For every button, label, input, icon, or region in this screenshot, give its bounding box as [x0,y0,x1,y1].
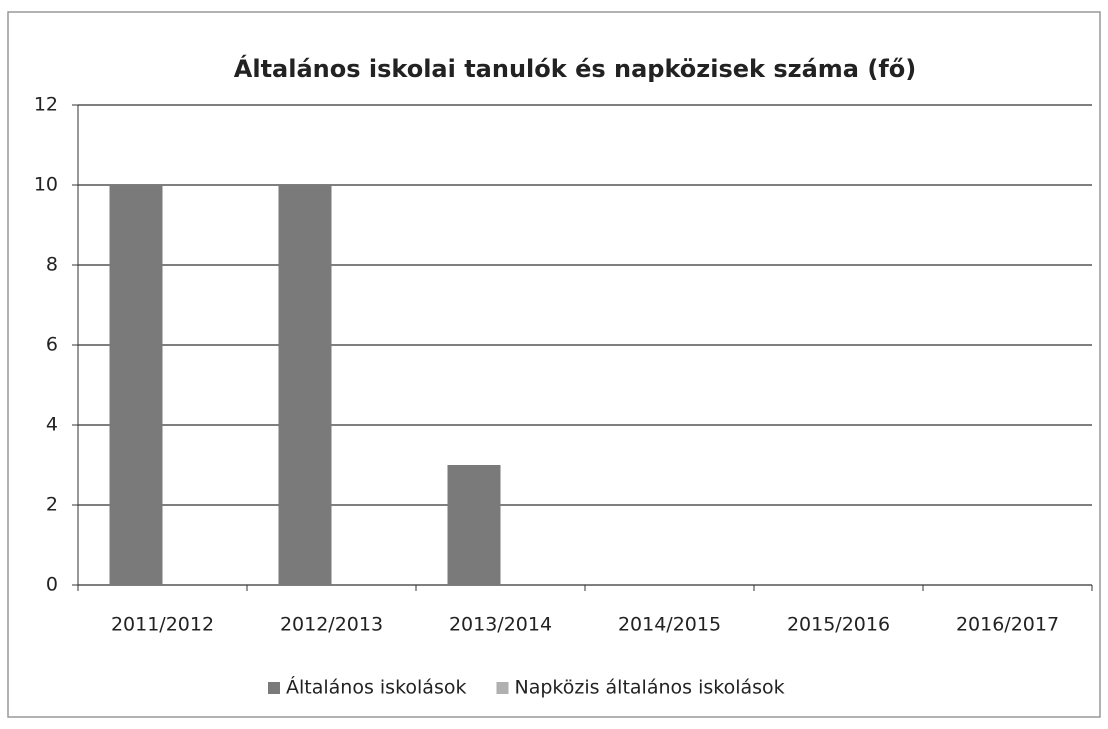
chart-title: Általános iskolai tanulók és napközisek … [234,54,916,83]
legend-label: Napközis általános iskolások [514,677,784,699]
chart-frame [7,11,1101,718]
y-tick-label: 2 [46,494,58,516]
x-tick-label: 2015/2016 [787,614,890,636]
bar [109,185,163,585]
legend-swatch [496,682,509,694]
y-tick-label: 0 [46,574,58,596]
legend-swatch [268,682,280,694]
y-tick-label: 8 [46,254,58,276]
x-tick-label: 2016/2017 [956,614,1059,636]
x-tick-label: 2011/2012 [111,614,214,636]
x-tick-label: 2013/2014 [449,614,552,636]
x-tick-label: 2014/2015 [618,614,721,636]
y-tick-label: 10 [34,174,58,196]
y-tick-label: 6 [46,334,58,356]
y-tick-label: 12 [34,94,58,116]
y-tick-label: 4 [46,414,58,436]
bar [447,465,501,585]
legend-label: Általános iskolások [286,676,466,699]
x-tick-label: 2012/2013 [280,614,383,636]
bar [278,185,332,585]
